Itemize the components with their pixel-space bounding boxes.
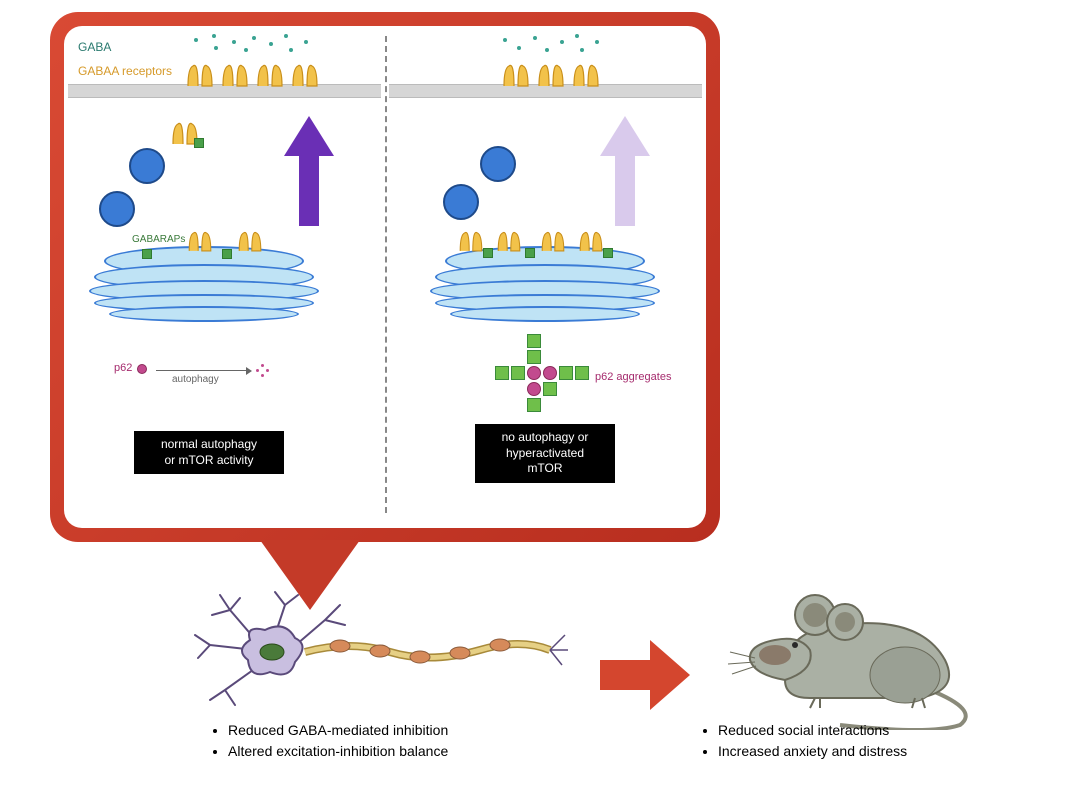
gaba-dot bbox=[560, 40, 564, 44]
label-p62-aggregates: p62 aggregates bbox=[595, 371, 671, 383]
traffic-arrow-right bbox=[600, 116, 650, 226]
gaba-dot bbox=[545, 48, 549, 52]
gabarap-icon bbox=[525, 248, 535, 258]
diagram-root: GABA GABAA receptors cell membrane bbox=[0, 0, 1081, 811]
gaba-dot bbox=[580, 48, 584, 52]
gaba-dot bbox=[503, 38, 507, 42]
gaba-dot bbox=[304, 40, 308, 44]
receptor-icon bbox=[570, 60, 602, 90]
bullet-item: Reduced social interactions bbox=[718, 720, 907, 741]
golgi-right bbox=[435, 246, 655, 336]
receptor-icon bbox=[289, 60, 321, 90]
vesicle-icon bbox=[99, 191, 135, 227]
receptor-icon bbox=[184, 60, 216, 90]
golgi-left bbox=[94, 246, 314, 336]
receptor-icon bbox=[500, 60, 532, 90]
label-autophagy: autophagy bbox=[172, 374, 219, 385]
box-line: normal autophagy bbox=[144, 437, 274, 453]
box-line: no autophagy or bbox=[485, 430, 605, 446]
gaba-dot bbox=[214, 46, 218, 50]
gaba-dot bbox=[284, 34, 288, 38]
box-left: normal autophagy or mTOR activity bbox=[134, 431, 284, 474]
vesicle-icon bbox=[443, 184, 479, 220]
panel-left: GABA GABAA receptors cell membrane bbox=[64, 26, 385, 528]
panel-right: p62 aggregates no autophagy or hyperacti… bbox=[385, 26, 706, 528]
vesicle-icon bbox=[480, 146, 516, 182]
receptor-icon bbox=[495, 228, 524, 255]
bubble-content: GABA GABAA receptors cell membrane bbox=[64, 26, 706, 528]
neuron-icon bbox=[190, 590, 570, 710]
gaba-dot bbox=[289, 48, 293, 52]
label-receptors: GABAA receptors bbox=[78, 64, 172, 78]
gabarap-icon bbox=[142, 249, 152, 259]
mouse-icon bbox=[720, 580, 1000, 730]
gaba-dot bbox=[269, 42, 273, 46]
result-arrow-icon bbox=[600, 640, 690, 710]
gaba-dot bbox=[533, 36, 537, 40]
receptor-icon bbox=[457, 228, 486, 255]
callout-bubble: GABA GABAA receptors cell membrane bbox=[50, 12, 720, 542]
traffic-arrow-left bbox=[284, 116, 334, 226]
receptor-icon bbox=[254, 60, 286, 90]
gaba-dot bbox=[252, 36, 256, 40]
label-p62: p62 bbox=[114, 362, 132, 374]
gabarap-icon bbox=[194, 138, 204, 148]
gaba-dot bbox=[595, 40, 599, 44]
receptor-icon bbox=[539, 228, 568, 255]
gabarap-icon bbox=[222, 249, 232, 259]
gaba-dot bbox=[194, 38, 198, 42]
neuron-bullets: Reduced GABA-mediated inhibition Altered… bbox=[210, 720, 448, 762]
label-gabaraps: GABARAPs bbox=[132, 234, 185, 245]
box-line: or mTOR activity bbox=[144, 453, 274, 469]
bullet-item: Reduced GABA-mediated inhibition bbox=[228, 720, 448, 741]
gabarap-icon bbox=[603, 248, 613, 258]
gabarap-icon bbox=[483, 248, 493, 258]
p62-icon bbox=[137, 364, 147, 374]
bullet-item: Altered excitation-inhibition balance bbox=[228, 741, 448, 762]
label-gaba: GABA bbox=[78, 40, 111, 54]
gaba-dot bbox=[244, 48, 248, 52]
receptor-icon bbox=[186, 228, 215, 255]
receptor-icon bbox=[535, 60, 567, 90]
receptor-icon bbox=[236, 228, 265, 255]
receptor-icon bbox=[219, 60, 251, 90]
receptor-icon bbox=[577, 228, 606, 255]
box-line: hyperactivated bbox=[485, 446, 605, 462]
gaba-dot bbox=[575, 34, 579, 38]
gaba-dot bbox=[232, 40, 236, 44]
autophagy-arrow bbox=[156, 370, 246, 371]
mouse-bullets: Reduced social interactions Increased an… bbox=[700, 720, 907, 762]
gaba-dot bbox=[212, 34, 216, 38]
vesicle-icon bbox=[129, 148, 165, 184]
bullet-item: Increased anxiety and distress bbox=[718, 741, 907, 762]
gaba-dot bbox=[517, 46, 521, 50]
box-line: mTOR bbox=[485, 461, 605, 477]
box-right: no autophagy or hyperactivated mTOR bbox=[475, 424, 615, 483]
